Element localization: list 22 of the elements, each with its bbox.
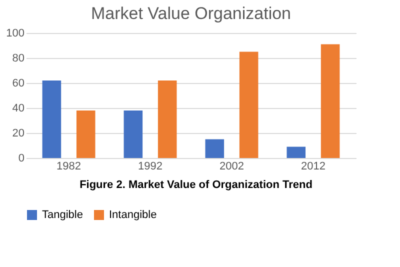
bar xyxy=(158,80,177,158)
legend-label: Intangible xyxy=(109,209,157,221)
bar xyxy=(76,110,96,158)
y-tick-label: 0 xyxy=(18,152,24,164)
bar xyxy=(205,139,224,158)
bar xyxy=(320,44,340,158)
legend-label: Tangible xyxy=(42,209,83,221)
y-tick-label: 60 xyxy=(12,78,24,90)
x-tick-label: 2012 xyxy=(300,160,326,172)
bar xyxy=(239,52,258,158)
bar xyxy=(286,146,306,158)
x-tick-label: 2002 xyxy=(220,160,244,172)
y-tick-label: 20 xyxy=(12,128,24,140)
x-tick-label: 1992 xyxy=(138,160,162,172)
y-tick-label: 80 xyxy=(12,52,24,64)
y-tick-label: 40 xyxy=(12,102,24,114)
chart-title: Market Value Organization xyxy=(90,4,292,23)
y-tick-label: 100 xyxy=(6,28,24,40)
bar xyxy=(42,80,62,158)
bar xyxy=(124,110,143,158)
x-tick-label: 1982 xyxy=(56,160,82,172)
caption: Figure 2. Market Value of Organization Trend xyxy=(80,179,312,191)
